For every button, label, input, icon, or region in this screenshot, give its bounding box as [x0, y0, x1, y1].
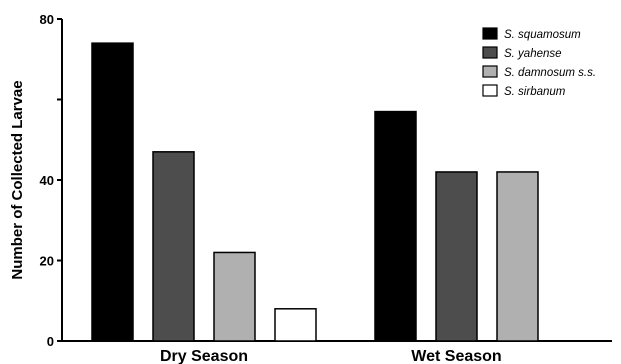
- bar: [91, 42, 134, 342]
- x-category-label: Wet Season: [411, 348, 501, 364]
- bar: [213, 251, 256, 342]
- y-tick-label: 40: [40, 173, 54, 188]
- legend-swatch: [482, 65, 498, 78]
- legend: S. squamosum S. yahense S. damnosum s.s. S.…: [482, 27, 596, 98]
- bar: [152, 151, 195, 342]
- y-tick-label: 80: [40, 12, 54, 27]
- bar: [496, 171, 539, 342]
- y-tick-label: 20: [40, 254, 54, 269]
- legend-swatch: [482, 84, 498, 97]
- y-axis-label: Number of Collected Larvae: [9, 80, 26, 279]
- bar: [374, 110, 417, 342]
- legend-label: S. yahense: [504, 48, 562, 60]
- legend-label: S. sirbanum: [504, 86, 566, 98]
- bar: [274, 308, 317, 342]
- legend-label: S. squamosum: [504, 29, 581, 41]
- legend-label: S. damnosum s.s.: [504, 67, 596, 79]
- y-tick-label: 0: [47, 334, 54, 349]
- x-category-label: Dry Season: [160, 348, 248, 364]
- legend-swatch: [482, 46, 498, 59]
- legend-swatch: [482, 27, 498, 40]
- bar: [435, 171, 478, 342]
- bars: [91, 42, 539, 342]
